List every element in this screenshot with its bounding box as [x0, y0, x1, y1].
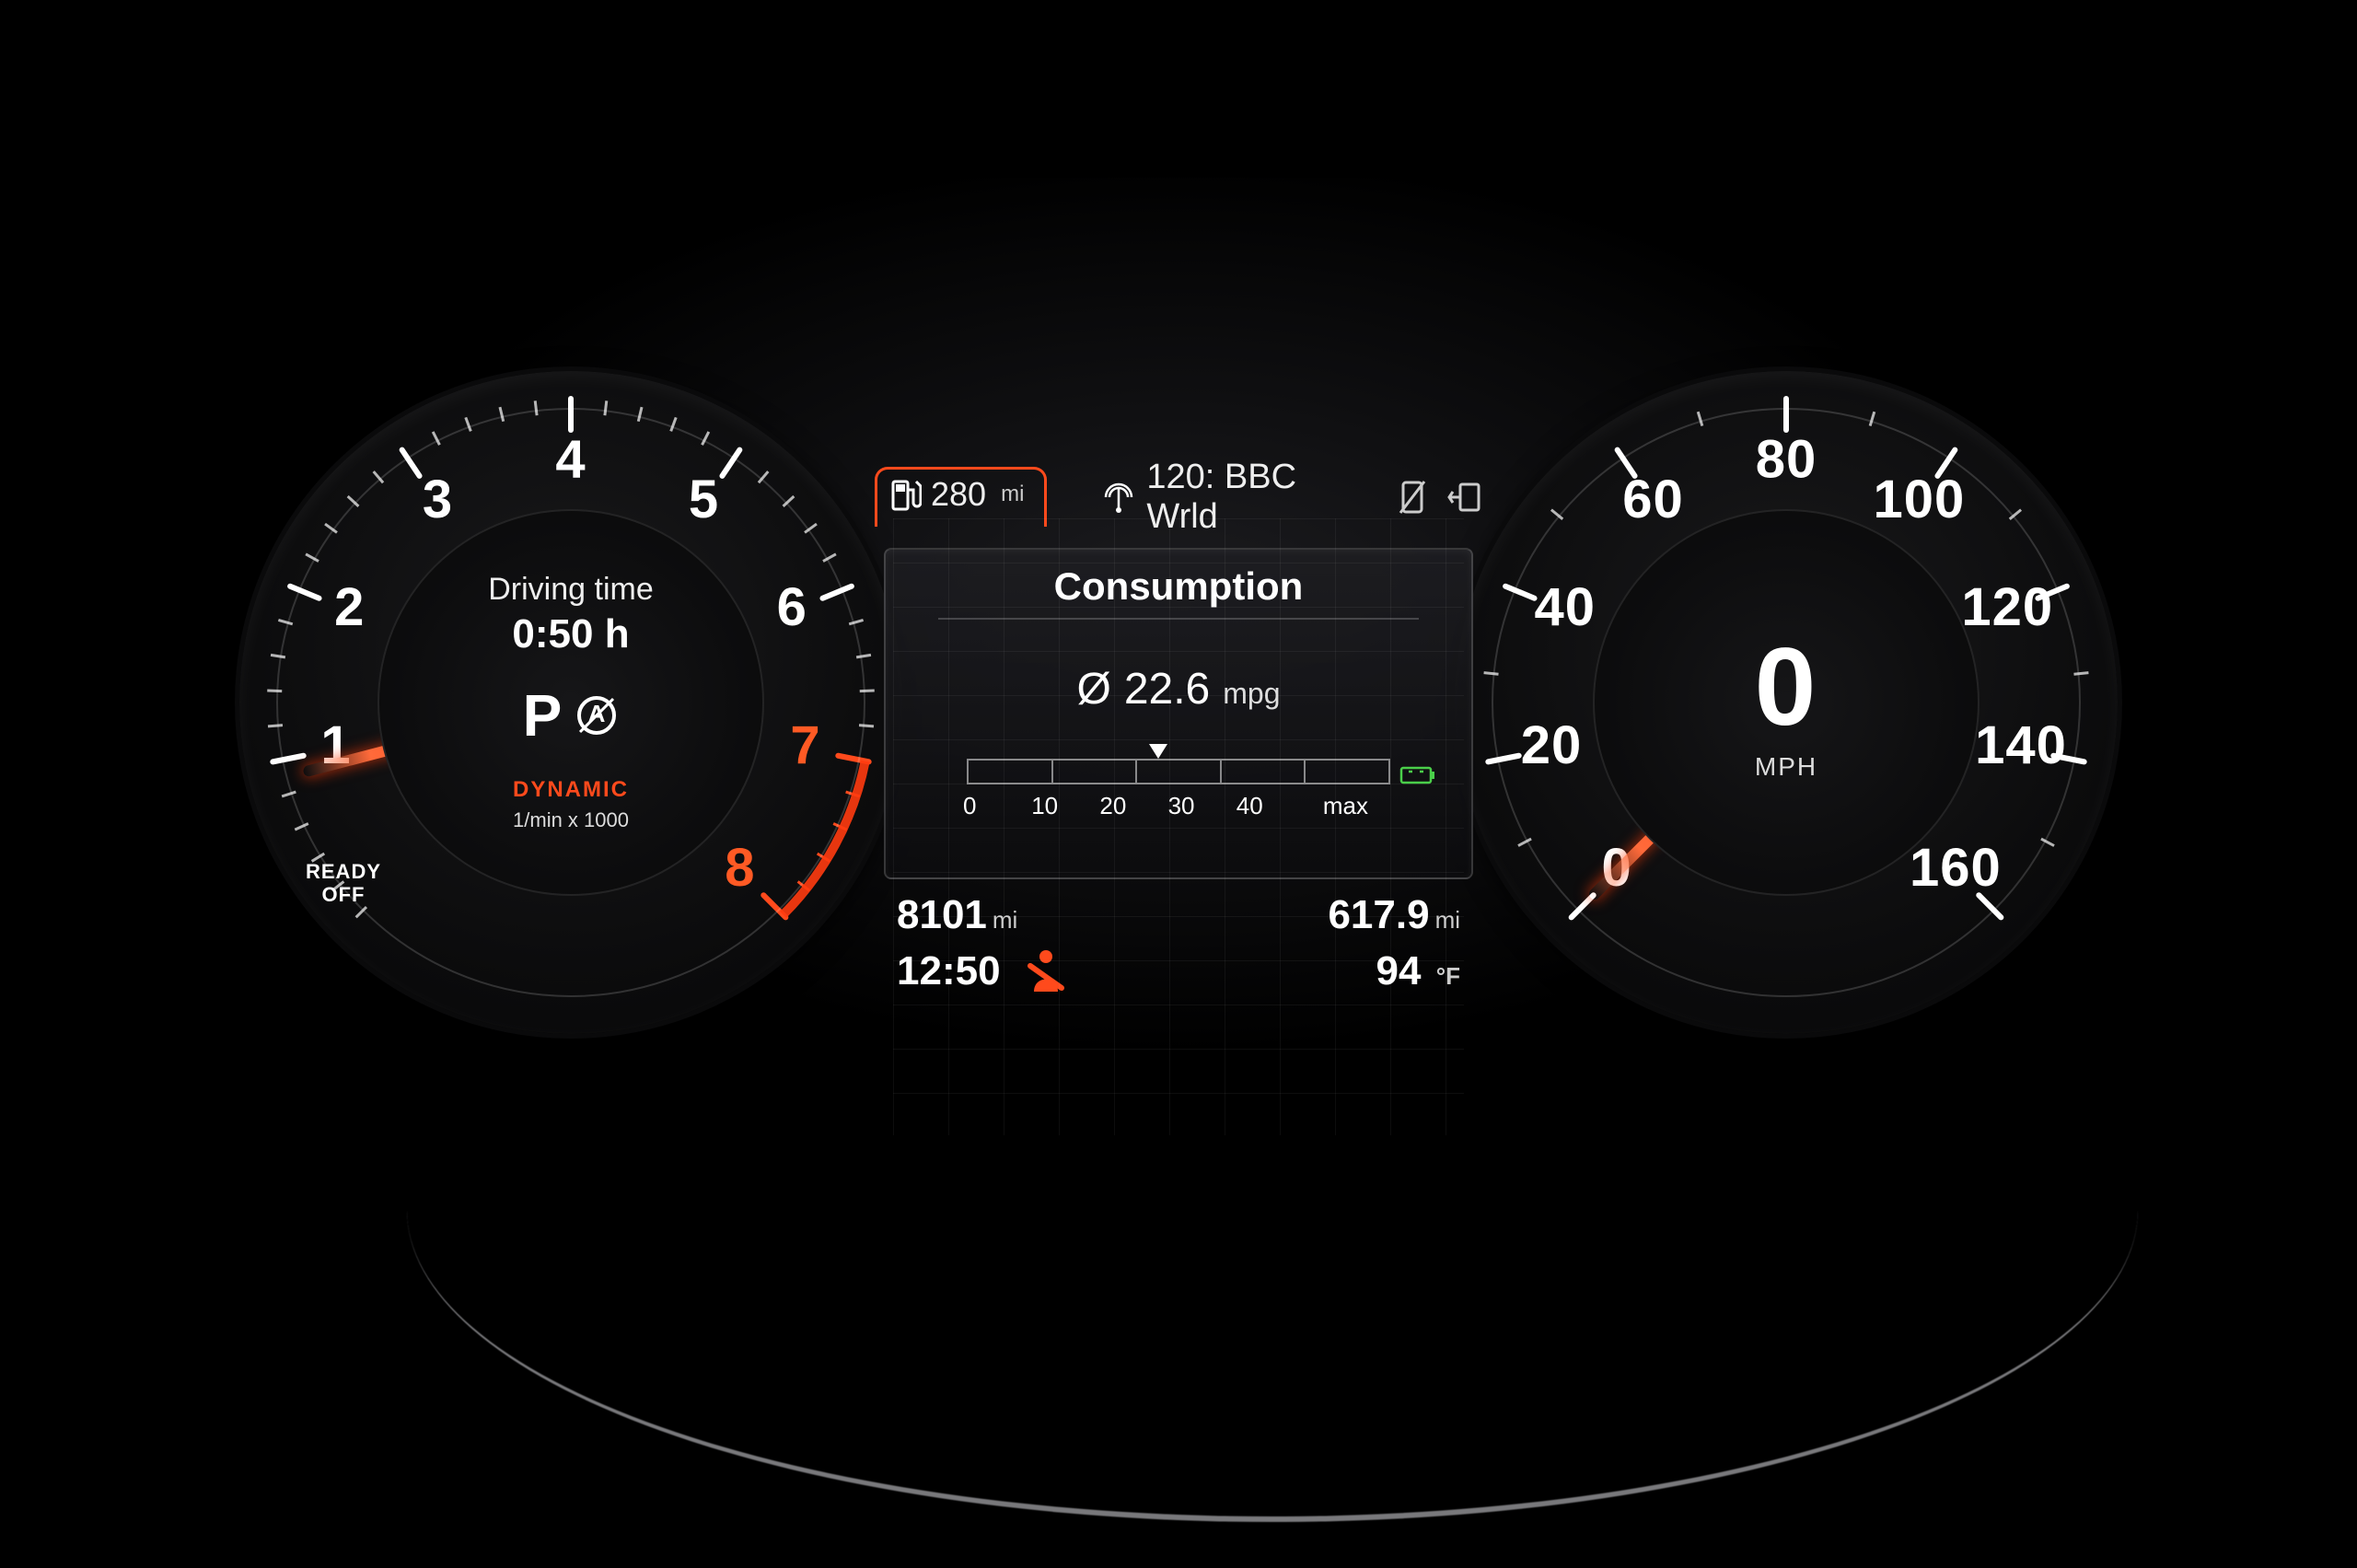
consumption-value: 22.6 [1124, 664, 1210, 714]
radio-station-display[interactable]: 120: BBC Wrld [1102, 458, 1324, 537]
odometer-total-unit: mi [993, 906, 1017, 935]
fuel-range-tab[interactable]: 280 mi [875, 467, 1047, 527]
consumption-title: Consumption [938, 564, 1419, 620]
dashboard-chrome-trim [407, 1117, 2138, 1522]
drive-mode-label: DYNAMIC [513, 777, 629, 803]
driving-time-label: Driving time [488, 572, 653, 608]
ready-label: READY [306, 860, 381, 883]
svg-text:5: 5 [689, 470, 719, 529]
phone-disabled-icon [1398, 479, 1427, 516]
consumption-scale: 010203040max [967, 759, 1390, 820]
center-stack: 280 mi 120: BBC Wrld Consumption [875, 454, 1482, 1154]
svg-text:140: 140 [1975, 715, 2067, 775]
svg-text:60: 60 [1622, 470, 1684, 529]
tachometer-hub: Driving time 0:50 h P A DYNAMIC 1/min x … [377, 509, 764, 896]
auto-start-stop-icon: A [575, 693, 619, 738]
off-label: OFF [306, 883, 381, 906]
svg-text:120: 120 [1961, 576, 2053, 636]
top-status-bar: 280 mi 120: BBC Wrld [875, 454, 1482, 548]
outside-temp-value: 94 [1376, 948, 1422, 993]
fuel-range-unit: mi [1001, 482, 1024, 507]
status-row: 12:50 94 °F [897, 947, 1460, 995]
svg-text:40: 40 [1535, 576, 1596, 636]
odometer-total: 8101 [897, 892, 987, 938]
fuel-pump-icon [890, 477, 922, 512]
menu-back-icon[interactable] [1447, 479, 1482, 516]
driving-time-value: 0:50 h [512, 611, 629, 657]
consumption-scale-labels: 010203040max [967, 792, 1390, 820]
svg-text:8: 8 [725, 838, 755, 898]
svg-text:80: 80 [1756, 429, 1817, 489]
odometer-trip-unit: mi [1435, 906, 1460, 935]
consumption-marker [1149, 744, 1167, 759]
speedometer-gauge: 0 20 40 60 80 100 120 140 160 0 MPH [1455, 371, 2118, 1034]
gear-indicator: P [523, 681, 563, 749]
radio-station-label: 120: BBC Wrld [1146, 458, 1324, 537]
fuel-range-value: 280 [931, 475, 986, 514]
odometer-row: 8101 mi 617.9 mi [897, 892, 1460, 938]
consumption-unit: mpg [1223, 677, 1280, 711]
odometer-trip: 617.9 [1328, 892, 1429, 938]
seatbelt-warning-icon [1025, 947, 1067, 995]
svg-text:20: 20 [1521, 715, 1583, 775]
svg-text:160: 160 [1910, 838, 2002, 898]
tachometer-gauge: 12345678 Driving time 0:50 h P A DYNAMIC… [239, 371, 902, 1034]
speed-value: 0 [1755, 623, 1818, 750]
instrument-cluster: 12345678 Driving time 0:50 h P A DYNAMIC… [239, 288, 2118, 1191]
svg-text:4: 4 [555, 429, 586, 489]
svg-text:3: 3 [423, 470, 453, 529]
satellite-radio-icon [1102, 481, 1135, 514]
speed-unit: MPH [1755, 752, 1817, 782]
svg-text:100: 100 [1874, 470, 1966, 529]
outside-temp-unit: °F [1436, 962, 1460, 990]
consumption-panel: Consumption Ø 22.6 mpg 010203040max [884, 548, 1473, 879]
svg-text:7: 7 [790, 715, 820, 775]
svg-text:6: 6 [777, 576, 807, 636]
consumption-track [967, 759, 1390, 784]
ready-off-label: READY OFF [306, 860, 381, 907]
speedometer-hub: 0 MPH [1593, 509, 1980, 896]
svg-text:2: 2 [334, 576, 365, 636]
clock-value: 12:50 [897, 948, 1001, 994]
eco-battery-icon [1399, 762, 1436, 786]
average-symbol: Ø [1076, 664, 1110, 714]
tachometer-unit-label: 1/min x 1000 [513, 808, 629, 832]
